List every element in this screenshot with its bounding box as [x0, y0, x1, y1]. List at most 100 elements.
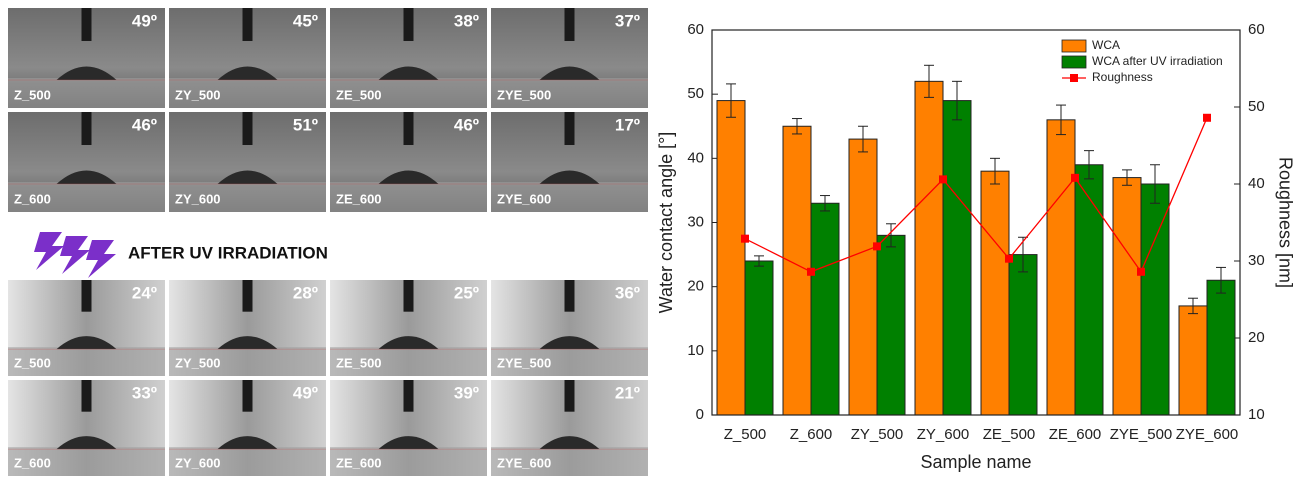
photo-tile: ZYE_500 37º: [491, 8, 648, 108]
x-tick-label: ZE_600: [1049, 426, 1102, 443]
needle: [82, 280, 92, 312]
angle-label: 37º: [615, 11, 640, 30]
y-tick-label: 20: [687, 278, 704, 295]
photo-tile: Z_500 49º: [8, 8, 165, 108]
legend-swatch: [1062, 40, 1086, 52]
bar: [849, 139, 877, 415]
angle-label: 49º: [132, 11, 157, 30]
bar: [1009, 255, 1037, 415]
angle-label: 24º: [132, 283, 157, 302]
marker: [741, 235, 749, 243]
needle: [565, 380, 575, 412]
sample-label: ZY_600: [175, 455, 221, 470]
y2-tick-label: 10: [1248, 406, 1265, 423]
sample-label: Z_600: [14, 455, 51, 470]
angle-label: 33º: [132, 383, 157, 402]
angle-label: 46º: [132, 115, 157, 134]
needle: [243, 280, 253, 312]
photo-tile: ZE_600 46º: [330, 112, 487, 212]
photo-tile: ZY_500 45º: [169, 8, 326, 108]
bar: [717, 101, 745, 415]
angle-label: 25º: [454, 283, 479, 302]
bar: [943, 101, 971, 415]
y2-tick-label: 40: [1248, 175, 1265, 192]
photo-tile: ZYE_600 17º: [491, 112, 648, 212]
y-tick-label: 40: [687, 149, 704, 166]
needle: [82, 8, 92, 41]
x-tick-label: Z_500: [724, 426, 767, 443]
angle-label: 28º: [293, 283, 318, 302]
needle: [82, 380, 92, 412]
marker: [1137, 268, 1145, 276]
sample-label: ZY_600: [175, 191, 221, 206]
legend-label: WCA after UV irradiation: [1092, 54, 1223, 68]
y-tick-label: 30: [687, 213, 704, 230]
sample-label: ZE_500: [336, 355, 382, 370]
photo-tile: ZY_50028º: [169, 280, 326, 376]
photo-tile: Z_500 24º: [8, 280, 165, 376]
angle-label: 46º: [454, 115, 479, 134]
bar: [811, 203, 839, 415]
x-tick-label: ZY_600: [917, 426, 970, 443]
y2-tick-label: 30: [1248, 252, 1265, 269]
photo-tile: ZY_600 49º: [169, 380, 326, 476]
marker: [939, 175, 947, 183]
angle-label: 21º: [615, 383, 640, 402]
needle: [82, 112, 92, 145]
bar: [915, 81, 943, 415]
bar: [1179, 306, 1207, 415]
sample-label: ZY_500: [175, 87, 221, 102]
legend-label: WCA: [1092, 38, 1120, 52]
bar: [981, 171, 1009, 415]
needle: [565, 8, 575, 41]
bar: [1141, 184, 1169, 415]
marker: [1005, 255, 1013, 263]
needle: [565, 280, 575, 312]
sample-label: ZE_600: [336, 455, 382, 470]
sample-label: ZYE_600: [497, 191, 551, 206]
needle: [243, 8, 253, 41]
legend-label: Roughness: [1092, 70, 1153, 84]
y-tick-label: 0: [696, 406, 704, 423]
y-tick-label: 50: [687, 85, 704, 102]
bar: [783, 126, 811, 415]
marker: [807, 268, 815, 276]
uv-icon: [34, 232, 116, 278]
needle: [565, 112, 575, 145]
legend-swatch: [1062, 56, 1086, 68]
angle-label: 49º: [293, 383, 318, 402]
figure: AFTER UV IRRADIATION Z_500 49º ZY_500 45º ZE…: [0, 0, 1295, 477]
needle: [243, 112, 253, 145]
needle: [243, 380, 253, 412]
uv-heading: AFTER UV IRRADIATION: [128, 243, 328, 262]
photo-tile: ZE_600 39º: [330, 380, 487, 476]
angle-label: 17º: [615, 115, 640, 134]
y2-tick-label: 60: [1248, 21, 1265, 38]
angle-label: 45º: [293, 11, 318, 30]
x-tick-label: ZE_500: [983, 426, 1036, 443]
y2-axis-label: Roughness [nm]: [1275, 157, 1295, 288]
bar: [1207, 280, 1235, 415]
bar: [877, 235, 905, 415]
bar: [745, 261, 773, 415]
x-tick-label: ZY_500: [851, 426, 904, 443]
y-tick-label: 60: [687, 21, 704, 38]
angle-label: 39º: [454, 383, 479, 402]
bar: [1047, 120, 1075, 415]
sample-label: Z_500: [14, 87, 51, 102]
sample-label: ZYE_500: [497, 87, 551, 102]
needle: [404, 380, 414, 412]
needle: [404, 280, 414, 312]
x-tick-label: ZYE_500: [1110, 426, 1173, 443]
sample-label: ZE_600: [336, 191, 382, 206]
y2-tick-label: 20: [1248, 329, 1265, 346]
bar: [1113, 178, 1141, 415]
angle-label: 38º: [454, 11, 479, 30]
sample-label: Z_600: [14, 191, 51, 206]
sample-label: Z_500: [14, 355, 51, 370]
needle: [404, 8, 414, 41]
